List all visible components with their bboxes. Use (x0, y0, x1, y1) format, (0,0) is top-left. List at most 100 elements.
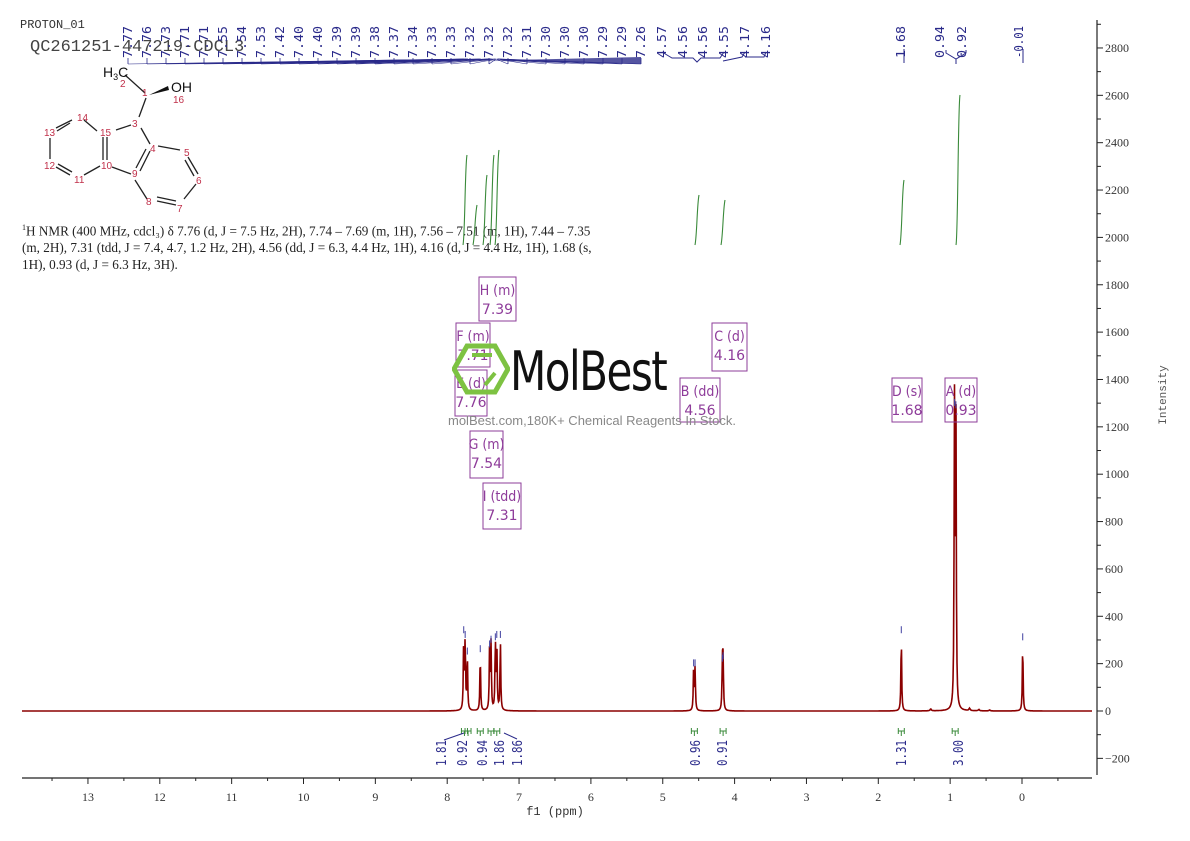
peak-pick-label: 7.32 (463, 26, 477, 58)
peak-pick-label: 7.77 (121, 26, 135, 58)
x-axis-label: f1 (ppm) (526, 805, 584, 819)
integral-curve (462, 154, 468, 246)
pick-connector (722, 51, 767, 62)
pick-connector (661, 51, 725, 63)
svg-text:5: 5 (184, 148, 190, 159)
multiplet-shift: 0.93 (945, 403, 976, 419)
integral-marker (460, 728, 468, 736)
svg-text:H3C: H3C (103, 64, 128, 82)
y-tick-label: 800 (1105, 515, 1123, 529)
peak-pick-label: 7.37 (387, 26, 401, 58)
peak-pick-label: 7.31 (520, 26, 534, 58)
x-tick-label: 8 (444, 790, 450, 804)
x-tick-label: 3 (803, 790, 809, 804)
pick-connector (488, 58, 497, 65)
y-tick-label: 1400 (1105, 372, 1129, 386)
x-tick-label: 11 (226, 790, 238, 804)
x-tick-label: 2 (875, 790, 881, 804)
peak-pick-label: 4.17 (738, 26, 752, 58)
x-tick-label: 4 (732, 790, 738, 804)
peak-pick-label: 7.30 (558, 26, 572, 58)
integral-value: 3.00 (952, 740, 967, 766)
integral-value: 1.31 (895, 740, 910, 766)
peak-pick-label: 0.92 (955, 26, 969, 58)
peak-pick-label: 7.73 (159, 26, 173, 58)
y-tick-label: 600 (1105, 562, 1123, 576)
molbest-logo-icon (452, 343, 510, 395)
x-tick-label: 7 (516, 790, 522, 804)
watermark-tagline: molBest.com,180K+ Chemical Reagents In S… (448, 413, 736, 428)
integral-value: 1.86 (511, 740, 526, 766)
y-tick-label: 2200 (1105, 183, 1129, 197)
multiplet-label: D (s) (892, 384, 922, 400)
peak-pick-label: 7.40 (311, 26, 325, 58)
integral-value: 0.96 (689, 740, 704, 766)
y-tick-label: 2400 (1105, 136, 1129, 150)
multiplet-shift: 7.39 (482, 302, 513, 318)
peak-pick-label: 7.53 (254, 26, 268, 58)
peak-pick-label: 4.57 (655, 26, 669, 58)
peak-pick-label: -0.01 (1012, 26, 1026, 58)
pick-connector (431, 58, 496, 65)
integral-curve (489, 154, 495, 246)
integral-marker (690, 728, 698, 736)
svg-text:10: 10 (101, 161, 113, 172)
spectrum-line (22, 384, 1092, 712)
x-tick-label: 1 (947, 790, 953, 804)
peak-pick-label: 7.38 (368, 26, 382, 58)
integral-marker (487, 728, 495, 736)
y-tick-label: 200 (1105, 657, 1123, 671)
pick-connector (945, 50, 967, 64)
peak-pick-label: 7.30 (577, 26, 591, 58)
peak-pick-label: 7.71 (197, 26, 211, 58)
multiplet-label: H (m) (480, 283, 516, 299)
integral-marker (464, 728, 472, 736)
multiplet-box (478, 276, 517, 322)
nmr-description-text: H NMR (400 MHz, cdcl₃) δ 7.76 (d, J = 7.… (22, 223, 592, 273)
pick-connector (450, 58, 496, 65)
peak-pick-label: 7.33 (444, 26, 458, 58)
x-tick-label: 12 (154, 790, 166, 804)
multiplet-box (944, 377, 978, 423)
svg-text:13: 13 (44, 128, 56, 139)
pick-connector (495, 58, 509, 65)
svg-text:4: 4 (150, 144, 156, 155)
x-tick-label: 0 (1019, 790, 1025, 804)
multiplet-label: F (m) (456, 329, 489, 345)
multiplet-shift: 4.16 (714, 348, 745, 364)
integral-curve (955, 94, 961, 246)
integral-curve (899, 179, 905, 246)
svg-text:14: 14 (77, 113, 89, 124)
pick-connector (393, 58, 493, 65)
x-tick-label: 6 (588, 790, 594, 804)
peak-pick-label: 4.55 (717, 26, 731, 58)
peak-pick-label: 7.29 (596, 26, 610, 58)
y-tick-label: 2600 (1105, 88, 1129, 102)
multiplet-label: I (tdd) (483, 489, 521, 505)
peak-pick-label: 7.26 (634, 26, 648, 58)
peak-pick-label: 7.39 (330, 26, 344, 58)
peak-pick-label: 7.34 (406, 26, 420, 58)
peak-pick-label: 7.76 (140, 26, 154, 58)
multiplet-label: G (m) (469, 437, 505, 453)
multiplet-shift: 4.56 (684, 403, 715, 419)
peak-pick-label: 7.29 (615, 26, 629, 58)
peak-pick-label: 7.55 (216, 26, 230, 58)
y-tick-label: 2800 (1105, 41, 1129, 55)
svg-text:9: 9 (132, 169, 138, 180)
multiplet-box (679, 377, 721, 423)
x-tick-label: 10 (298, 790, 310, 804)
experiment-name: PROTON_01 (20, 18, 85, 32)
pick-connector (469, 58, 497, 65)
integral-curve (694, 194, 700, 246)
multiplet-box (482, 482, 522, 530)
y-tick-label: 1200 (1105, 420, 1129, 434)
integral-connector (443, 732, 518, 741)
peak-pick-label: 4.16 (759, 26, 773, 58)
integral-value: 0.92 (456, 740, 471, 766)
pick-connector (496, 58, 528, 65)
x-tick-label: 9 (372, 790, 378, 804)
integral-curve (494, 149, 500, 246)
multiplet-label: B (dd) (681, 384, 719, 400)
